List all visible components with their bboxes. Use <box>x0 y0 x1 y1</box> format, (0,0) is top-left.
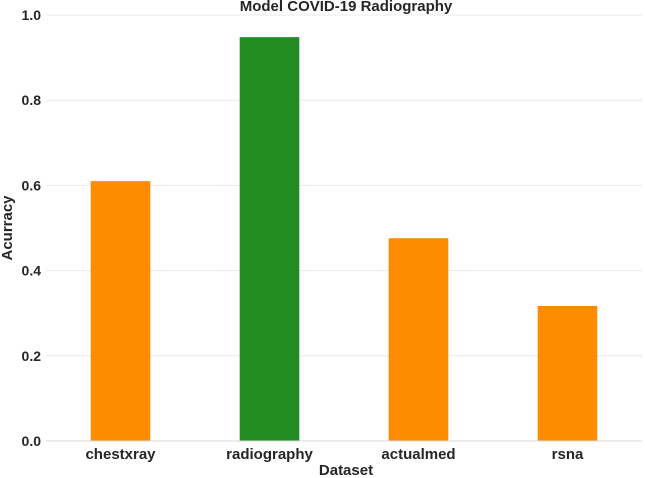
x-tick-label: actualmed <box>381 446 455 463</box>
x-axis-label: Dataset <box>319 462 373 478</box>
y-tick-label: 0.2 <box>22 348 42 364</box>
y-tick-label: 0.8 <box>22 92 42 108</box>
bar-radiography <box>239 37 300 441</box>
x-tick-label: radiography <box>226 446 313 463</box>
bar-actualmed <box>388 238 449 441</box>
x-tick-labels: chestxray radiography actualmed rsna <box>85 446 584 463</box>
bar-rsna <box>537 305 598 441</box>
y-tick-label: 1.0 <box>22 7 42 23</box>
bar-chestxray <box>90 181 151 441</box>
bars <box>90 37 598 441</box>
y-tick-label: 0.6 <box>22 177 42 193</box>
x-tick-label: chestxray <box>85 446 156 463</box>
y-tick-label: 0.0 <box>22 433 42 449</box>
y-tick-labels: 0.0 0.2 0.4 0.6 0.8 1.0 <box>22 7 42 449</box>
y-axis-label: Acurracy <box>0 195 16 261</box>
y-tick-label: 0.4 <box>22 263 42 279</box>
chart-title: Model COVID-19 Radiography <box>240 0 453 15</box>
x-tick-label: rsna <box>552 446 584 463</box>
